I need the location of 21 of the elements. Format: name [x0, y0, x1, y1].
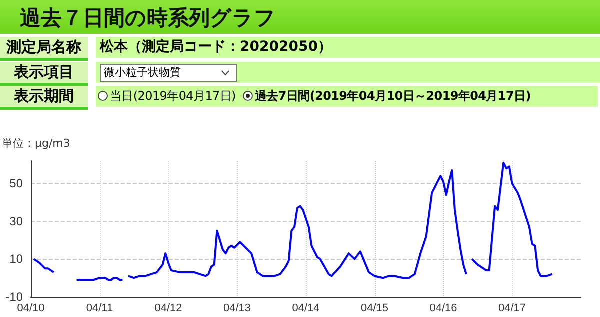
text: 当日(2019年04月17日)	[110, 89, 236, 103]
x-tick-label: 04/17	[498, 302, 526, 314]
x-tick-label: 04/10	[17, 302, 45, 314]
text: 測定局名称	[0, 37, 88, 61]
y-tick-label: 50	[10, 176, 24, 191]
y-tick-label: -10	[6, 290, 24, 304]
text: 表示項目	[0, 62, 88, 86]
chart-title: 過去７日間の時系列グラフ	[20, 5, 276, 32]
text: 表示期間	[0, 86, 88, 110]
y-tick-label: 30	[10, 214, 24, 228]
x-tick-label: 04/12	[154, 302, 182, 314]
x-tick-label: 04/15	[360, 302, 389, 314]
text: 過去7日間(2019年04月10日～2019年04月17日)	[254, 89, 531, 103]
x-tick-label: 04/13	[223, 302, 252, 314]
x-tick-label: 04/16	[430, 302, 458, 314]
y-tick-label: 10	[10, 252, 24, 266]
text: 松本（測定局コード：20202050）	[100, 39, 332, 55]
x-tick-label: 04/11	[86, 302, 114, 314]
text: 微小粒子状物質	[100, 64, 237, 82]
x-tick-label: 04/14	[292, 302, 320, 314]
y-axis-title: 単位：μg/m3	[2, 136, 70, 151]
